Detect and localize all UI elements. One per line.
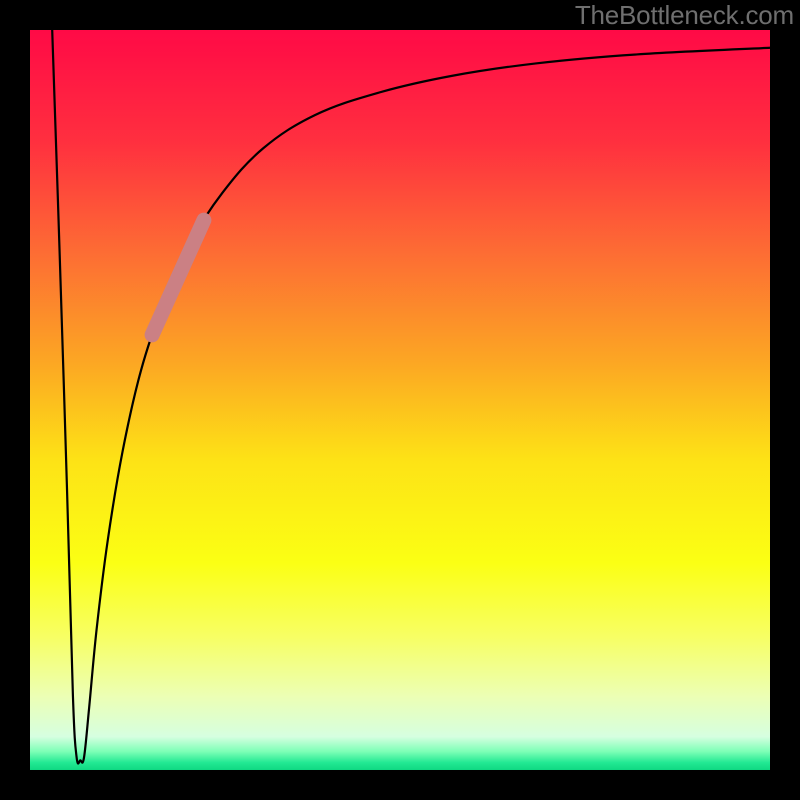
gradient-background (30, 30, 770, 770)
chart-container: TheBottleneck.com (0, 0, 800, 800)
bottleneck-chart (0, 0, 800, 800)
watermark-text: TheBottleneck.com (575, 0, 794, 31)
